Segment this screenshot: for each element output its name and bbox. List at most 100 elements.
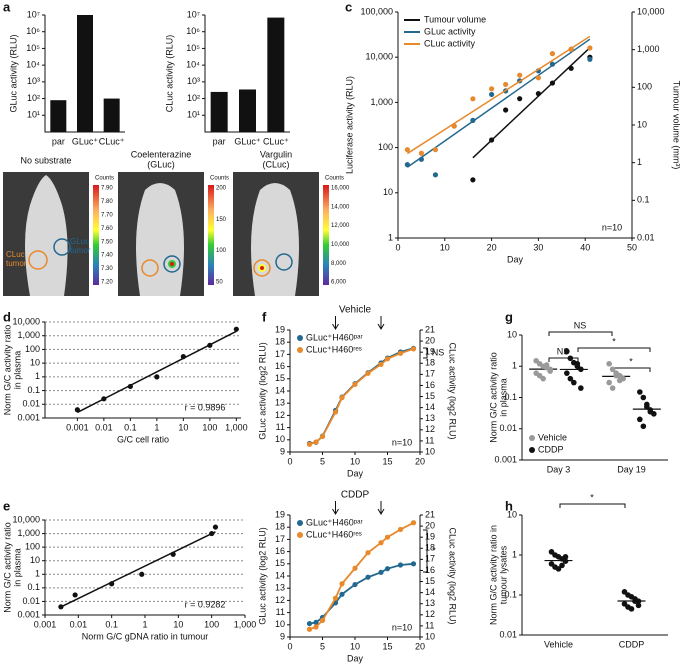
y-tick-label: 10 bbox=[383, 187, 393, 197]
y-tick-label: 18 bbox=[275, 522, 285, 532]
chart: d 0.001 0.01 0.1 1 10 100 1,000 10,000 0.001 0.01 0… bbox=[2, 309, 247, 444]
y-tick-label: 10,000 bbox=[12, 514, 40, 524]
x-tick-label: par bbox=[213, 136, 226, 146]
image-annotation: tumor bbox=[6, 259, 27, 268]
chart: 9101112131415161718191011121314151617181… bbox=[257, 490, 457, 664]
y-axis-label: Luciferase activity (RLU) bbox=[344, 76, 354, 174]
chart: 10¹ 10² 10³ 10⁴ 10⁵ 10⁶ 10⁷ par GLuc⁺ CLuc⁺ CLuc a… bbox=[164, 9, 290, 146]
y2-tick-label: 100 bbox=[637, 82, 652, 92]
point bbox=[306, 626, 313, 632]
axis bbox=[397, 12, 633, 239]
x-tick-label: CDDP bbox=[619, 639, 645, 649]
point bbox=[632, 598, 638, 604]
point bbox=[233, 326, 239, 332]
x-tick-label: 0.01 bbox=[70, 619, 88, 629]
y2-tick-label: 11 bbox=[425, 435, 434, 445]
x-tick-label: 100 bbox=[202, 422, 217, 432]
x-tick-label: 1 bbox=[142, 619, 147, 629]
point bbox=[517, 96, 523, 102]
point bbox=[628, 606, 635, 612]
y-tick-label: 10² bbox=[27, 93, 40, 103]
panel-b bbox=[3, 172, 319, 296]
axis bbox=[289, 330, 421, 453]
y2-tick-label: 15 bbox=[425, 391, 435, 401]
y2-tick-label: 13 bbox=[425, 598, 435, 608]
y2-tick-label: 10 bbox=[637, 119, 647, 129]
y-tick-label: 13 bbox=[275, 583, 285, 593]
y2-tick-label: 10 bbox=[425, 446, 435, 456]
colorbar-tick-label: 10,000 bbox=[331, 242, 350, 248]
x-tick-label: 5 bbox=[320, 456, 325, 466]
x-tick-label: 1,000 bbox=[234, 619, 257, 629]
annotation: n=10 bbox=[602, 222, 622, 232]
y2-tick-label: 16 bbox=[425, 380, 435, 390]
y2-tick-label: 1,000 bbox=[637, 44, 660, 54]
point bbox=[503, 107, 509, 113]
point bbox=[365, 370, 371, 376]
x-tick-label: 0.1 bbox=[105, 619, 118, 629]
image-title: (CLuc) bbox=[262, 159, 289, 169]
annotation: * bbox=[432, 545, 436, 555]
point bbox=[549, 51, 556, 57]
y-axis-label: CLuc activity (RLU) bbox=[164, 35, 174, 113]
y-tick-label: 10⁶ bbox=[186, 26, 200, 36]
colorbar bbox=[208, 185, 214, 285]
point bbox=[587, 56, 593, 62]
y-tick-label: 11 bbox=[276, 422, 285, 432]
point bbox=[564, 348, 570, 355]
point bbox=[567, 375, 574, 382]
colorbar-tick-label: 12,000 bbox=[331, 223, 350, 229]
y-tick-label: 15 bbox=[275, 373, 285, 383]
point bbox=[606, 379, 612, 386]
colorbar-title: Counts bbox=[210, 176, 229, 182]
y2-tick-label: 20 bbox=[425, 520, 435, 530]
axis bbox=[44, 520, 245, 616]
point bbox=[352, 581, 358, 588]
annotation: NS bbox=[432, 347, 445, 357]
panel-label: c bbox=[345, 0, 352, 14]
y-tick-label: 0.001 bbox=[17, 609, 40, 619]
y-tick-label: 10⁵ bbox=[26, 43, 40, 53]
legend-swatch bbox=[297, 335, 303, 341]
y-tick-label: 10⁴ bbox=[26, 60, 40, 70]
y-axis-label: tumour lysates bbox=[498, 545, 508, 604]
point bbox=[568, 65, 574, 71]
colorbar-tick-label: 200 bbox=[216, 186, 227, 192]
legend-label: CLuc⁺H460ʳᵉˢ bbox=[306, 529, 362, 539]
legend-label: GLuc⁺H460ᵖᵃʳ bbox=[306, 517, 363, 527]
y2-tick-label: 18 bbox=[425, 358, 435, 368]
point bbox=[319, 433, 326, 440]
x-tick-label: 0.001 bbox=[66, 422, 89, 432]
colorbar-tick-label: 7.50 bbox=[101, 239, 113, 245]
trend-line bbox=[60, 531, 216, 608]
point bbox=[378, 569, 384, 575]
legend-label: GLuc⁺H460ᵖᵃʳ bbox=[306, 332, 363, 342]
point bbox=[587, 45, 593, 51]
legend-swatch bbox=[529, 435, 535, 441]
y-tick-label: 100,000 bbox=[360, 6, 393, 16]
x-tick-label: 40 bbox=[580, 242, 590, 252]
point bbox=[564, 370, 570, 376]
colorbar-title: Counts bbox=[325, 176, 344, 182]
mouse-image bbox=[3, 172, 89, 296]
point bbox=[451, 123, 457, 129]
y-tick-label: 0.001 bbox=[494, 454, 517, 464]
x-axis-label: Day bbox=[347, 653, 364, 663]
x-tick-label: 10 bbox=[350, 456, 360, 466]
point bbox=[313, 624, 319, 630]
y2-tick-label: 1 bbox=[637, 157, 642, 167]
point bbox=[397, 526, 404, 533]
y-tick-label: 10 bbox=[30, 555, 40, 565]
x-tick-label: 0 bbox=[395, 242, 400, 252]
point bbox=[549, 80, 556, 86]
y-tick-label: 1,000 bbox=[370, 97, 393, 107]
point bbox=[418, 150, 424, 156]
y-tick-label: 0.01 bbox=[22, 596, 40, 606]
point bbox=[101, 396, 107, 402]
bar bbox=[239, 89, 256, 132]
y-tick-label: 10² bbox=[187, 93, 200, 103]
point bbox=[207, 342, 213, 348]
annotation: r = 0.9896 bbox=[185, 402, 226, 412]
point bbox=[489, 137, 495, 143]
